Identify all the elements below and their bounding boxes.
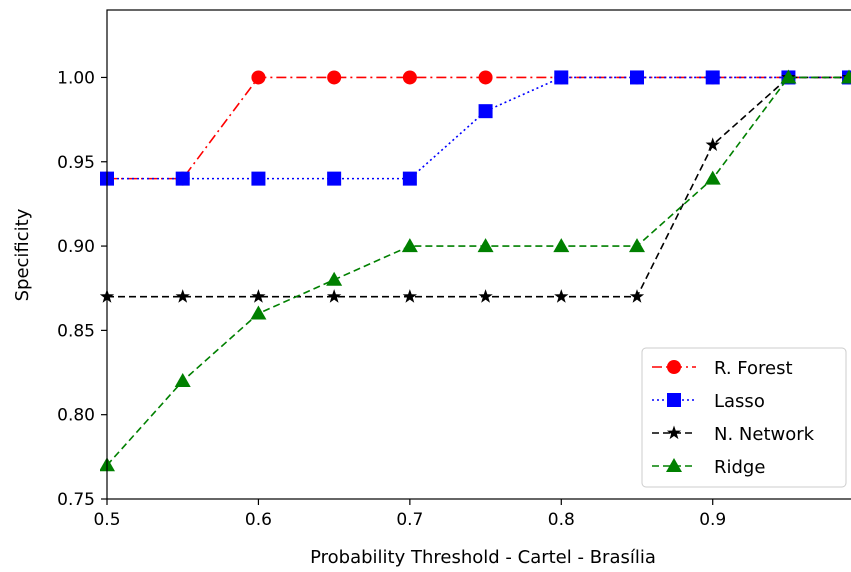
legend-marker	[666, 425, 682, 440]
data-point-ridge	[326, 271, 343, 286]
data-point-r-forest	[402, 70, 417, 85]
data-point-lasso	[705, 70, 720, 85]
legend-item-n-network: N. Network	[652, 424, 815, 445]
legend-marker	[667, 393, 681, 407]
data-point-lasso	[630, 70, 644, 85]
legend-label: R. Forest	[714, 358, 793, 379]
y-tick-label: 0.75	[57, 490, 95, 510]
series-line-n-network	[107, 76, 849, 298]
data-point-n-network	[175, 289, 190, 303]
y-tick-label: 0.95	[57, 153, 95, 173]
data-point-ridge	[841, 69, 851, 84]
data-point-lasso	[554, 70, 569, 85]
y-tick-label: 0.85	[57, 321, 95, 341]
x-tick-label: 0.6	[245, 510, 272, 530]
data-point-ridge	[780, 69, 797, 84]
data-point-r-forest	[327, 70, 342, 85]
series-layer	[100, 69, 851, 472]
series-n-network	[100, 69, 851, 303]
legend-label: N. Network	[714, 424, 815, 445]
data-point-r-forest	[478, 70, 493, 85]
data-point-ridge	[629, 238, 645, 253]
data-point-ridge	[174, 372, 191, 387]
data-point-n-network	[478, 289, 493, 303]
data-point-ridge	[250, 305, 267, 320]
x-axis-label: Probability Threshold - Cartel - Brasíli…	[310, 547, 656, 568]
legend-box	[641, 347, 847, 488]
y-tick-label: 0.90	[57, 237, 95, 257]
legend-item-lasso: Lasso	[652, 391, 765, 412]
axes-layer: 0.5 0.6 0.7 0.8 0.9 0.75 0.80 0.85 0.90 0.95 1.00	[57, 68, 726, 530]
x-tick-label: 0.9	[699, 510, 726, 530]
data-point-n-network	[705, 137, 720, 151]
y-tick-label: 1.00	[57, 68, 95, 88]
legend-item-r-forest: R. Forest	[652, 358, 793, 379]
series-line-lasso	[107, 76, 849, 180]
data-point-n-network	[629, 289, 645, 303]
legend-label: Lasso	[714, 391, 765, 412]
y-axis-label: Specificity	[12, 208, 33, 301]
legend: R. Forest Lasso N. Network Ridge	[641, 347, 847, 488]
series-line-r-forest	[107, 76, 849, 180]
data-point-r-forest	[251, 70, 266, 85]
data-point-ridge	[477, 238, 494, 253]
data-point-lasso	[175, 171, 190, 186]
x-tick-label: 0.8	[548, 510, 575, 530]
legend-marker	[667, 360, 681, 374]
data-point-n-network	[327, 289, 342, 303]
data-point-lasso	[402, 171, 417, 186]
y-tick-label: 0.80	[57, 406, 95, 426]
plot-frame	[106, 9, 851, 500]
data-point-ridge	[401, 238, 418, 253]
data-point-n-network	[251, 289, 266, 303]
data-point-ridge	[704, 170, 721, 185]
data-point-ridge	[553, 238, 570, 253]
x-tick-label: 0.7	[396, 510, 423, 530]
data-point-n-network	[554, 289, 569, 303]
series-ridge	[100, 69, 851, 472]
data-point-n-network	[402, 289, 417, 303]
legend-marker	[666, 458, 682, 472]
data-point-lasso	[327, 171, 342, 186]
legend-item-ridge: Ridge	[652, 457, 765, 478]
x-tick-label: 0.5	[93, 510, 120, 530]
data-point-lasso	[251, 171, 266, 186]
series-lasso	[100, 70, 851, 186]
legend-label: Ridge	[714, 457, 765, 478]
data-point-lasso	[478, 104, 493, 119]
series-r-forest	[100, 70, 851, 186]
